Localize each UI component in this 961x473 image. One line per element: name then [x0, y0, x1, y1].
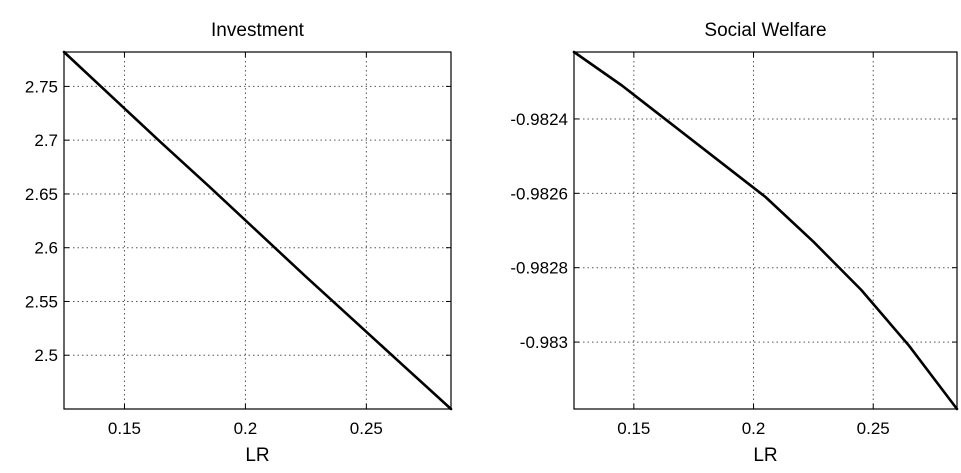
- social-welfare-x-tick-label: 0.25: [857, 419, 890, 438]
- investment-y-tick-label: 2.5: [34, 346, 58, 365]
- social-welfare-xlabel: LR: [753, 445, 777, 466]
- investment-y-tick-label: 2.65: [25, 185, 58, 204]
- social-welfare-y-tick-label: -0.9826: [510, 184, 568, 203]
- investment-xlabel: LR: [245, 445, 269, 466]
- investment-x-tick-label: 0.25: [350, 419, 383, 438]
- social-welfare-x-tick-label: 0.2: [742, 419, 766, 438]
- investment-y-tick-label: 2.75: [25, 77, 58, 96]
- social-welfare-x-tick-label: 0.15: [617, 419, 650, 438]
- investment-x-tick-label: 0.2: [234, 419, 258, 438]
- social-welfare-title: Social Welfare: [704, 20, 826, 41]
- social-welfare-series-line: [572, 50, 959, 411]
- investment-x-tick-label: 0.15: [108, 419, 141, 438]
- social-welfare-panel: 0.15 0.2 0.25 -0.9824 -0.9826 -0.9828 -0.983 So…: [510, 20, 959, 466]
- social-welfare-plot-frame: [573, 51, 958, 410]
- investment-series-line: [62, 50, 453, 411]
- investment-y-tick-label: 2.6: [34, 239, 58, 258]
- social-welfare-y-tick-label: -0.9824: [510, 110, 568, 129]
- investment-y-tick-label: 2.55: [25, 292, 58, 311]
- social-welfare-y-tick-label: -0.9828: [510, 259, 568, 278]
- investment-panel: 0.15 0.2 0.25 2.5 2.55 2.6 2.65 2.7 2.75 Investme…: [25, 20, 453, 466]
- social-welfare-y-tick-label: -0.983: [520, 333, 568, 352]
- investment-y-tick-label: 2.7: [34, 131, 58, 150]
- investment-title: Investment: [211, 20, 305, 41]
